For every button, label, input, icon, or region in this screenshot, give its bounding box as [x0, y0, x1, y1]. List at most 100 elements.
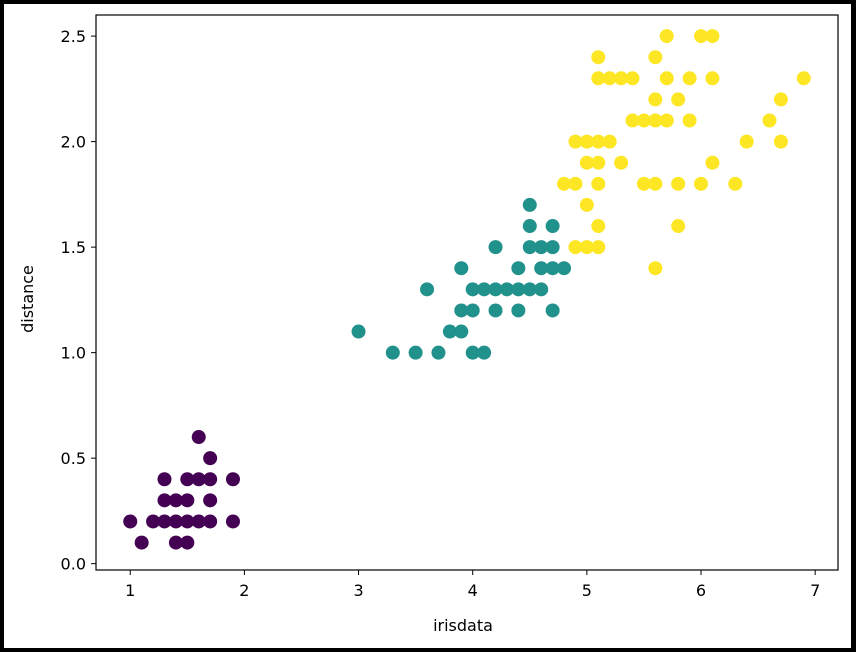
data-point [579, 155, 594, 170]
data-point [636, 113, 651, 128]
data-point [431, 345, 446, 360]
data-point [225, 514, 240, 529]
data-point [568, 176, 583, 191]
y-tick-label: 0.5 [61, 449, 86, 468]
data-point [568, 240, 583, 255]
data-point [454, 324, 469, 339]
ticks-layer: 1 2 3 4 5 6 7 0.0 0.5 1.0 1.5 2.0 2.5 [61, 27, 821, 600]
data-point [705, 71, 720, 86]
data-point [602, 134, 617, 149]
data-point [671, 176, 686, 191]
x-tick-label: 4 [468, 581, 478, 600]
data-point [408, 345, 423, 360]
data-point [579, 197, 594, 212]
data-point [739, 134, 754, 149]
data-point [180, 472, 195, 487]
data-point [671, 92, 686, 107]
data-point [146, 514, 161, 529]
x-tick-label: 2 [239, 581, 249, 600]
data-point [499, 282, 514, 297]
y-tick-label: 0.0 [61, 555, 86, 574]
data-point [705, 155, 720, 170]
data-point [648, 176, 663, 191]
data-point [682, 71, 697, 86]
data-point [579, 240, 594, 255]
data-point [454, 261, 469, 276]
data-point [511, 261, 526, 276]
data-point [762, 113, 777, 128]
data-point [157, 493, 172, 508]
data-point [659, 113, 674, 128]
data-point [203, 472, 218, 487]
data-point [591, 155, 606, 170]
data-point [180, 493, 195, 508]
scatter-chart: 1 2 3 4 5 6 7 0.0 0.5 1.0 1.5 2.0 2.5 irisdata dista… [18, 14, 839, 635]
data-point [511, 282, 526, 297]
data-point [488, 303, 503, 318]
data-point [134, 535, 149, 550]
data-point [773, 92, 788, 107]
points-layer [123, 29, 811, 550]
data-point [591, 240, 606, 255]
data-point [385, 345, 400, 360]
data-point [522, 219, 537, 234]
data-point [488, 282, 503, 297]
data-point [522, 240, 537, 255]
data-point [545, 303, 560, 318]
data-point [168, 535, 183, 550]
data-point [157, 472, 172, 487]
data-point [465, 282, 480, 297]
data-point [534, 282, 549, 297]
data-point [123, 514, 138, 529]
data-point [465, 303, 480, 318]
data-point [568, 134, 583, 149]
data-point [728, 176, 743, 191]
data-point [591, 219, 606, 234]
x-tick-label: 5 [582, 581, 592, 600]
data-point [671, 219, 686, 234]
data-point [648, 261, 663, 276]
data-point [488, 240, 503, 255]
data-point [465, 345, 480, 360]
data-point [682, 113, 697, 128]
data-point [157, 514, 172, 529]
data-point [168, 493, 183, 508]
data-point [557, 176, 572, 191]
data-point [796, 71, 811, 86]
data-point [225, 472, 240, 487]
y-tick-label: 2.5 [61, 27, 86, 46]
data-point [602, 71, 617, 86]
figure-canvas: 1 2 3 4 5 6 7 0.0 0.5 1.0 1.5 2.0 2.5 irisdata dista… [4, 4, 851, 648]
data-point [454, 303, 469, 318]
x-tick-label: 1 [125, 581, 135, 600]
data-point [636, 176, 651, 191]
data-point [648, 92, 663, 107]
data-point [648, 113, 663, 128]
data-point [191, 472, 206, 487]
y-axis-label: distance [18, 265, 37, 333]
data-point [557, 261, 572, 276]
data-point [694, 176, 709, 191]
y-tick-label: 1.5 [61, 238, 86, 257]
data-point [579, 134, 594, 149]
data-point [534, 261, 549, 276]
x-axis-label: irisdata [433, 616, 493, 635]
plot-area-frame [95, 14, 839, 571]
data-point [534, 240, 549, 255]
y-tick-label: 2.0 [61, 133, 86, 152]
data-point [614, 155, 629, 170]
data-point [191, 514, 206, 529]
x-tick-label: 7 [810, 581, 820, 600]
data-point [625, 71, 640, 86]
x-tick-label: 3 [353, 581, 363, 600]
x-tick-label: 6 [696, 581, 706, 600]
data-point [659, 29, 674, 44]
data-point [659, 71, 674, 86]
data-point [203, 514, 218, 529]
data-point [442, 324, 457, 339]
data-point [773, 134, 788, 149]
data-point [545, 219, 560, 234]
data-point [420, 282, 435, 297]
data-point [545, 261, 560, 276]
y-tick-label: 1.0 [61, 344, 86, 363]
